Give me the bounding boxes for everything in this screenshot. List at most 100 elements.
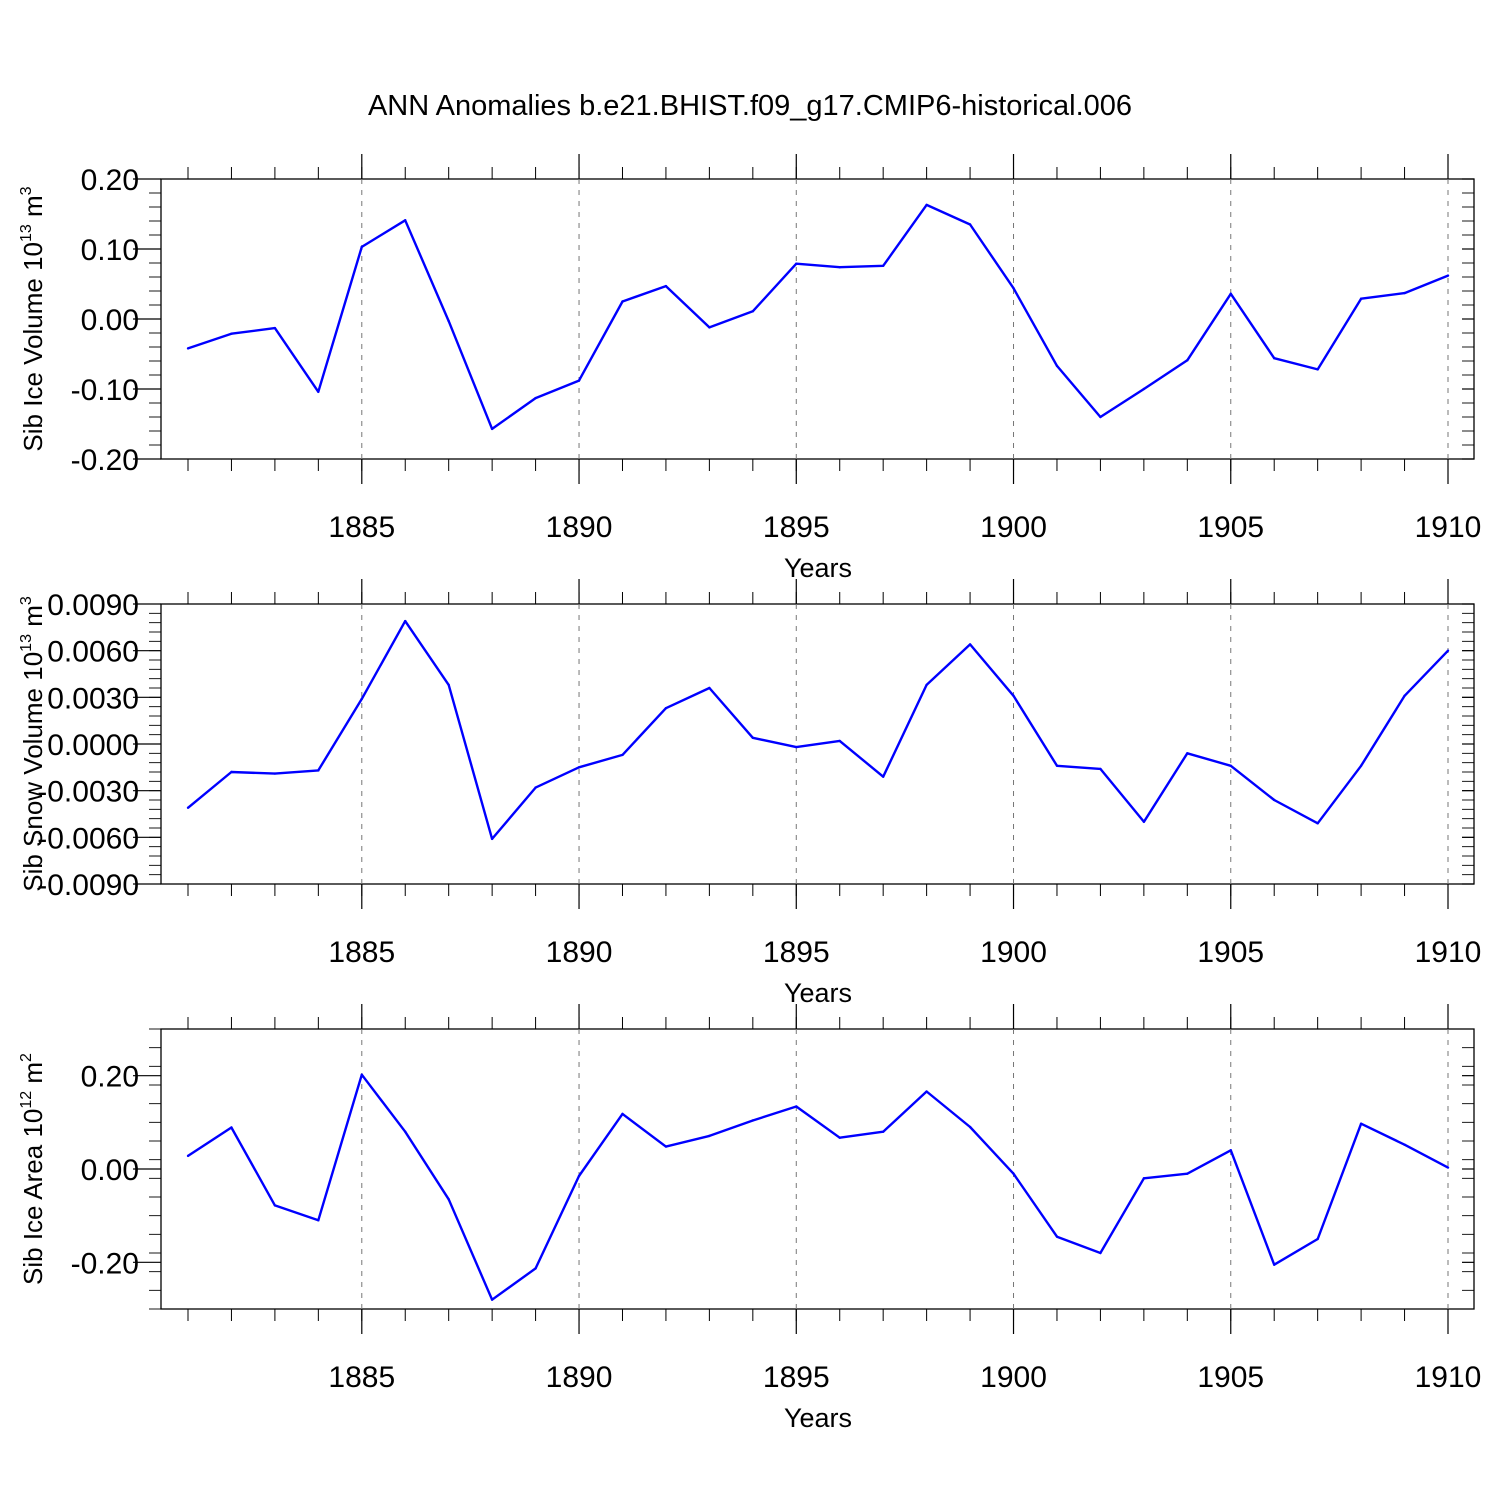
data-point-1883 [273,772,277,775]
y-tick-label: 0.00 [81,1154,139,1187]
y-tick-label: 0.20 [81,164,139,197]
data-point-1902 [1099,1251,1102,1255]
data-point-1905 [1229,1149,1232,1152]
y-axis-label: Sib Ice Area 1012 m2 [18,1053,48,1285]
data-point-1890 [577,1174,581,1178]
data-point-1883 [273,326,277,330]
data-point-1901 [1055,764,1059,767]
data-point-1885 [360,245,363,249]
y-axis-label: Sib Ice Volume 1013 m3 [18,186,48,451]
data-point-1909 [1403,291,1406,295]
x-tick-label: 1890 [546,1361,613,1394]
data-point-1900 [1012,287,1015,290]
data-point-1888 [490,837,494,841]
data-point-1884 [317,769,320,772]
data-point-1903 [1142,1177,1146,1180]
data-point-1910 [1446,274,1450,277]
y-tick-label: 0.0060 [47,636,139,669]
data-point-1892 [664,707,668,710]
x-tick-label: 1895 [763,936,830,969]
series-line [187,203,1449,431]
chart-panel-1: 1885 1890 1895 1900 1905 1910 0.20 0.10 0.00 -0.1… [18,154,1481,583]
data-point-1907 [1316,368,1319,371]
data-point-1902 [1099,767,1102,771]
y-tick-label: 0.20 [81,1061,139,1094]
x-tick-label: 1895 [763,1361,830,1394]
data-point-1885 [360,1073,363,1076]
data-point-1909 [1403,694,1406,697]
y-tick-label: -0.20 [71,444,139,477]
x-tick-label: 1910 [1415,1361,1482,1394]
data-point-1886 [404,219,407,222]
y-axis-label-part: m [18,1062,48,1091]
data-point-1896 [838,266,841,269]
data-point-1894 [751,1119,755,1122]
data-point-1890 [577,379,581,382]
x-tick-label: 1905 [1197,1361,1264,1394]
data-point-1887 [447,683,450,687]
data-point-1894 [751,736,755,739]
series-line [187,619,1449,841]
data-point-1889 [534,786,537,789]
data-point-1881 [186,1154,190,1158]
data-point-1898 [925,1090,928,1093]
data-point-1892 [664,284,668,288]
data-point-1894 [751,310,755,313]
data-point-1895 [795,262,798,265]
y-axis-label-part: 12 [18,1091,35,1109]
data-point-1893 [708,1134,711,1138]
data-point-1886 [404,1130,407,1133]
data-point-1882 [230,1126,233,1129]
data-point-1891 [621,300,624,303]
x-tick-label: 1890 [546,936,613,969]
chart-panel-2: 1885 1890 1895 1900 1905 1910 0.0090 0.0060 0.00… [18,579,1481,1008]
y-tick-label: 0.0000 [47,729,139,762]
data-point-1884 [317,390,320,393]
data-point-1910 [1446,1166,1450,1169]
y-axis-label-part: 2 [18,1053,35,1062]
data-point-1901 [1055,364,1059,368]
data-point-1903 [1142,387,1146,391]
data-point-1904 [1186,752,1189,755]
x-axis-label: Years [784,553,852,583]
x-tick-label: 1890 [546,511,613,544]
data-point-1897 [881,1130,885,1133]
data-point-1897 [881,264,885,267]
data-point-1906 [1273,357,1276,360]
data-point-1904 [1186,1172,1189,1175]
x-tick-label: 1905 [1197,511,1264,544]
x-tick-label: 1900 [980,511,1047,544]
data-point-1907 [1316,1237,1319,1241]
x-tick-label: 1885 [328,511,395,544]
data-point-1905 [1229,764,1232,767]
data-point-1893 [708,326,711,329]
data-point-1902 [1099,415,1102,419]
data-point-1909 [1403,1143,1406,1146]
y-axis-label-part: 13 [18,634,35,652]
data-point-1899 [968,643,972,646]
data-point-1891 [621,1112,624,1116]
y-tick-label: -0.20 [71,1247,139,1280]
data-point-1897 [881,775,885,778]
data-point-1906 [1273,798,1276,802]
y-tick-label: 0.10 [81,234,139,267]
x-tick-label: 1910 [1415,511,1482,544]
data-point-1901 [1055,1235,1059,1238]
x-tick-label: 1895 [763,511,830,544]
data-point-1898 [925,203,928,207]
y-axis-label-part: m [18,195,48,224]
y-tick-label: 0.0030 [47,682,139,715]
data-point-1891 [621,753,624,757]
plot-frame [160,1028,1475,1310]
series-line [187,1073,1449,1301]
data-point-1908 [1359,1122,1363,1125]
chart-panel-3: 1885 1890 1895 1900 1905 1910 0.20 0.00 -0.20 Yea… [18,1004,1481,1433]
data-point-1905 [1229,292,1232,295]
figure-title: ANN Anomalies b.e21.BHIST.f09_g17.CMIP6-… [368,90,1132,122]
y-axis-label-part: 3 [18,186,35,195]
y-tick-label: -0.0060 [37,822,139,855]
x-axis-label: Years [784,1403,852,1433]
data-point-1884 [317,1219,320,1222]
y-axis-label-part: 13 [18,224,35,242]
